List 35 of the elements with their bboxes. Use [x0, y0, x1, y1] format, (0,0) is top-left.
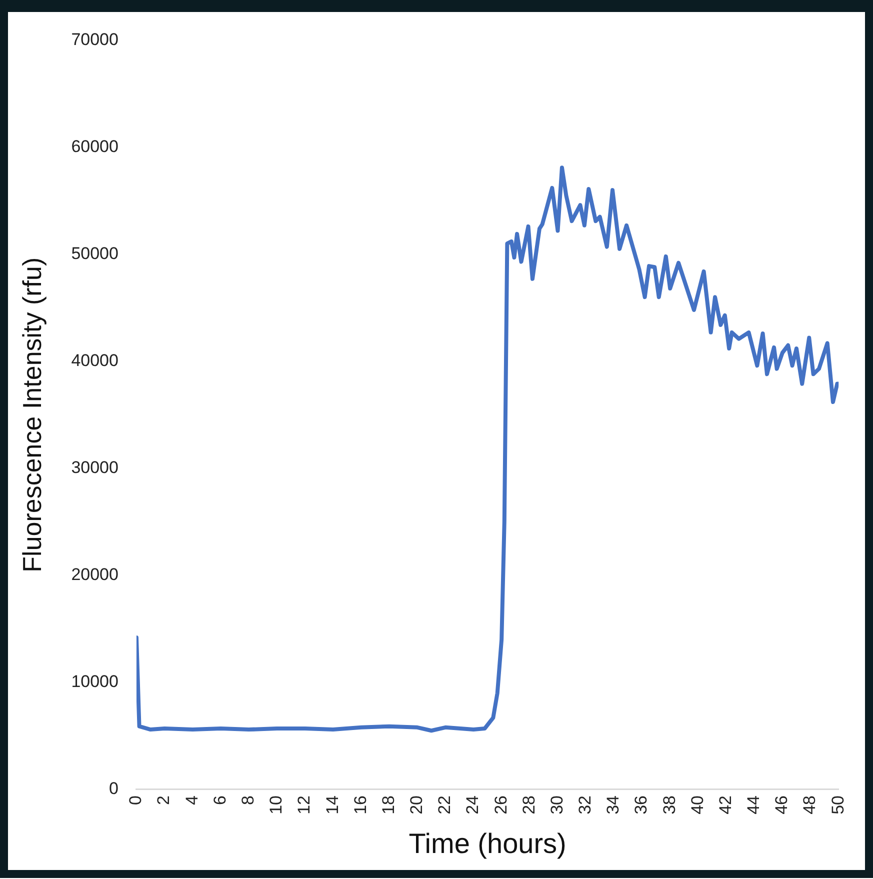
y-tick-label: 60000 — [71, 136, 118, 156]
x-tick-label: 30 — [547, 795, 566, 814]
y-tick-label: 70000 — [71, 30, 118, 49]
x-tick-label: 10 — [266, 795, 286, 814]
x-tick-label: 44 — [744, 795, 764, 814]
x-tick-label: 34 — [604, 795, 623, 814]
x-tick-label: 8 — [238, 795, 258, 805]
x-tick-label: 46 — [772, 795, 792, 814]
x-tick-label: 2 — [154, 795, 174, 805]
x-tick-label: 26 — [491, 795, 510, 814]
x-tick-label: 36 — [632, 795, 651, 814]
x-tick-label: 6 — [210, 795, 230, 805]
x-tick-label: 40 — [688, 795, 707, 814]
x-tick-label: 0 — [126, 795, 146, 805]
y-tick-label: 40000 — [71, 351, 118, 370]
x-tick-label: 16 — [350, 795, 370, 814]
y-axis-title: Fluorescence Intensity (rfu) — [16, 257, 47, 572]
x-tick-label: 48 — [800, 795, 820, 814]
x-axis-title: Time (hours) — [408, 828, 566, 859]
y-tick-label: 10000 — [71, 672, 118, 692]
x-tick-label: 38 — [660, 795, 679, 814]
y-tick-label: 50000 — [71, 244, 118, 263]
x-tick-label: 28 — [519, 795, 538, 814]
y-tick-label: 30000 — [71, 458, 118, 478]
x-tick-label: 22 — [435, 795, 454, 814]
x-tick-label: 42 — [716, 795, 735, 814]
x-tick-label: 18 — [378, 795, 398, 814]
x-tick-label: 12 — [294, 795, 314, 814]
x-tick-label: 50 — [828, 795, 848, 814]
x-tick-label: 14 — [322, 795, 342, 814]
x-tick-label: 4 — [182, 795, 202, 805]
x-tick-label: 24 — [463, 795, 482, 814]
y-tick-label: 20000 — [71, 565, 118, 584]
x-tick-label: 32 — [576, 795, 595, 814]
x-tick-label: 20 — [407, 795, 426, 814]
